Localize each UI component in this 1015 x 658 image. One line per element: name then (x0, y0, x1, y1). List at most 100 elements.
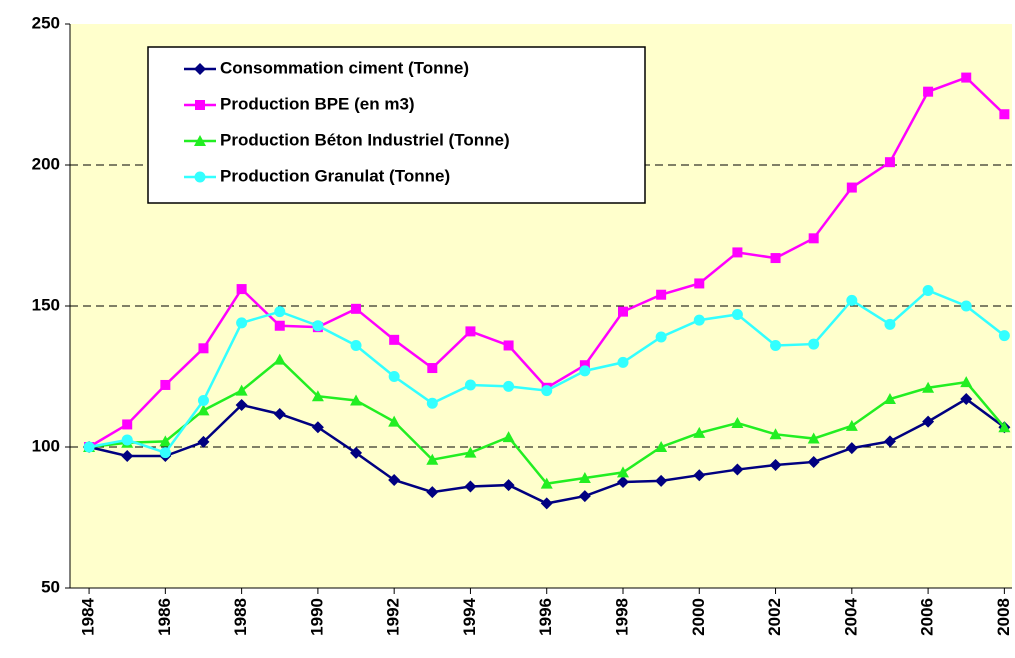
marker (616, 466, 629, 478)
marker (350, 339, 362, 351)
marker (351, 303, 362, 314)
marker (503, 380, 515, 392)
marker (998, 421, 1011, 433)
marker (922, 381, 935, 393)
marker (808, 233, 819, 244)
marker (350, 446, 363, 459)
marker (121, 434, 133, 446)
marker (693, 426, 706, 438)
marker (731, 463, 744, 476)
marker (694, 278, 705, 289)
y-tick-label: 50 (41, 577, 60, 596)
marker (732, 247, 743, 258)
marker (502, 431, 515, 443)
x-tick-label: 2000 (689, 598, 708, 636)
marker (845, 419, 858, 431)
legend-label: Consommation ciment (Tonne) (220, 58, 469, 77)
x-tick-label: 1994 (460, 597, 479, 635)
marker (579, 365, 591, 377)
marker (426, 486, 439, 499)
marker (464, 446, 477, 458)
marker (503, 340, 514, 351)
x-tick-label: 1992 (384, 598, 403, 636)
marker (578, 490, 591, 503)
marker (194, 63, 206, 75)
x-tick-label: 1988 (231, 598, 250, 636)
marker (579, 360, 590, 371)
marker (388, 473, 401, 486)
marker (426, 453, 439, 465)
marker (578, 472, 591, 484)
marker (960, 393, 973, 406)
marker (121, 450, 134, 463)
marker (159, 447, 171, 459)
y-tick-label: 150 (32, 295, 60, 314)
marker (160, 379, 171, 390)
marker (197, 435, 210, 448)
x-tick-label: 1998 (612, 598, 631, 636)
marker (540, 497, 553, 510)
marker (273, 353, 286, 365)
x-tick-label: 1996 (536, 598, 555, 636)
marker (274, 320, 285, 331)
marker (655, 331, 667, 343)
marker (846, 182, 857, 193)
marker (731, 308, 743, 320)
marker (197, 404, 210, 416)
marker (807, 455, 820, 468)
marker (236, 317, 248, 329)
y-tick-label: 100 (32, 436, 60, 455)
marker (426, 397, 438, 409)
marker (235, 384, 248, 396)
y-tick-label: 200 (32, 154, 60, 173)
marker (616, 475, 629, 488)
x-tick-label: 2008 (994, 598, 1013, 636)
marker (769, 459, 782, 472)
marker (273, 408, 286, 421)
legend-label: Production Béton Industriel (Tonne) (220, 130, 510, 149)
marker (769, 428, 782, 440)
x-tick-label: 2002 (765, 598, 784, 636)
x-tick-label: 1986 (155, 598, 174, 636)
marker (731, 417, 744, 429)
marker (388, 371, 400, 382)
marker (999, 109, 1010, 120)
marker (655, 474, 668, 487)
marker (845, 442, 858, 455)
marker (617, 306, 628, 317)
marker (502, 479, 515, 492)
marker (159, 435, 172, 447)
marker (464, 480, 477, 493)
marker (311, 421, 324, 434)
x-tick-label: 2004 (841, 597, 860, 635)
marker (197, 394, 209, 406)
marker (236, 284, 247, 295)
marker (960, 376, 973, 388)
marker (427, 363, 438, 374)
marker (998, 330, 1010, 342)
marker (83, 441, 95, 453)
marker (770, 339, 782, 351)
marker (194, 135, 206, 146)
marker (122, 419, 133, 430)
marker (540, 477, 553, 489)
marker (808, 338, 820, 350)
marker (195, 100, 205, 110)
marker (884, 157, 895, 168)
marker (923, 86, 934, 97)
marker (656, 289, 667, 300)
marker (961, 72, 972, 83)
marker (883, 393, 896, 405)
legend-label: Production BPE (en m3) (220, 94, 415, 113)
marker (312, 320, 324, 332)
marker (846, 294, 858, 306)
marker (883, 435, 896, 448)
marker (922, 284, 934, 296)
marker (198, 343, 209, 354)
marker (693, 469, 706, 482)
marker (922, 415, 935, 428)
marker (617, 356, 629, 368)
legend-box (147, 46, 646, 204)
x-tick-label: 1984 (79, 597, 98, 635)
